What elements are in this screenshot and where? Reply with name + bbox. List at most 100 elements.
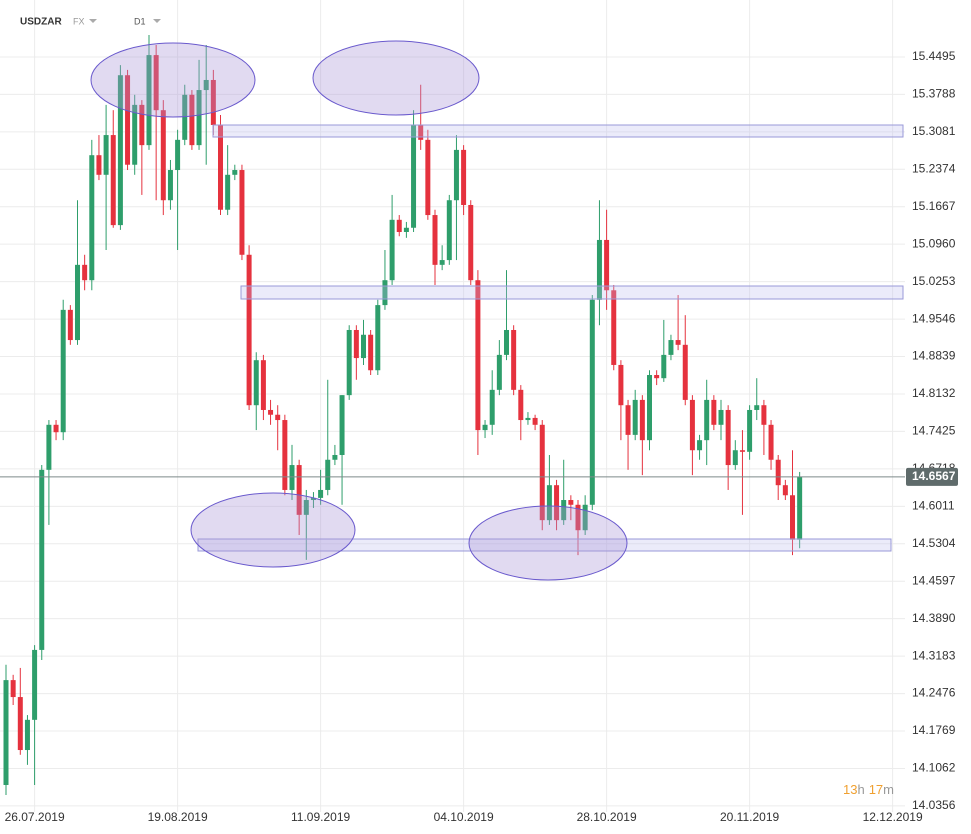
- x-tick-label: 26.07.2019: [5, 810, 65, 824]
- candle-body: [675, 340, 681, 345]
- candle-body: [589, 299, 595, 505]
- candle-body: [60, 309, 66, 433]
- candle-body: [361, 334, 366, 359]
- candle-body: [139, 104, 145, 146]
- candle-body: [239, 170, 245, 255]
- candle-body: [668, 340, 674, 355]
- candle-body: [432, 215, 438, 265]
- candle-body: [418, 125, 424, 140]
- candle-body: [689, 399, 695, 451]
- candle-body: [82, 264, 88, 281]
- candle-body: [739, 450, 745, 452]
- candle-body: [775, 459, 781, 486]
- y-tick-label: 15.3081: [912, 124, 956, 138]
- candle-body: [332, 454, 338, 460]
- candle-body: [732, 450, 738, 466]
- countdown-hours: 13: [843, 782, 857, 797]
- candle-body: [561, 500, 567, 521]
- candle-body: [654, 375, 660, 379]
- candle-body: [554, 485, 560, 521]
- candle-body: [225, 174, 231, 210]
- candle-body: [232, 170, 238, 175]
- interval[interactable]: D1: [134, 16, 146, 26]
- candle-body: [196, 90, 202, 146]
- candle-body: [747, 409, 753, 452]
- candle-body: [375, 305, 381, 371]
- candle-body: [296, 465, 302, 515]
- candle-body: [153, 55, 159, 111]
- candle-body: [790, 495, 795, 540]
- candle-body: [482, 424, 488, 431]
- y-tick-label: 14.1769: [912, 723, 956, 737]
- candle-body: [725, 409, 731, 466]
- candle-body: [289, 465, 295, 490]
- y-tick-label: 15.3788: [912, 87, 956, 101]
- candle-body: [475, 280, 481, 431]
- market-dropdown[interactable]: [89, 19, 97, 23]
- candle-body: [318, 489, 324, 498]
- candle-body: [368, 334, 374, 371]
- candle-body: [175, 139, 181, 171]
- candle-body: [532, 417, 538, 425]
- candle-body: [310, 497, 316, 501]
- candle-body: [210, 79, 216, 126]
- x-tick-label: 11.09.2019: [291, 810, 350, 824]
- annotations: [90, 40, 904, 581]
- y-tick-label: 15.0960: [912, 236, 956, 250]
- candle-body: [754, 405, 760, 410]
- candles: [3, 34, 803, 796]
- countdown-minutes: 17: [869, 782, 883, 797]
- y-tick-label: 14.6011: [912, 498, 955, 512]
- symbol[interactable]: USDZAR: [20, 17, 62, 28]
- y-tick-label: 15.0253: [912, 274, 956, 288]
- candle-body: [439, 260, 445, 265]
- y-tick-label: 14.8839: [912, 349, 956, 363]
- candle-body: [718, 409, 724, 425]
- candle-body: [353, 329, 359, 359]
- candle-body: [396, 219, 402, 232]
- candle-body: [146, 55, 152, 146]
- last-price-label: 14.6567: [912, 469, 956, 483]
- y-tick-label: 15.4495: [912, 49, 956, 63]
- y-tick-label: 14.9546: [912, 311, 956, 325]
- candle-body: [167, 170, 173, 201]
- candle-body: [189, 94, 195, 146]
- candle-body: [125, 75, 131, 165]
- highlight-ellipse: [312, 40, 480, 116]
- candle-body: [218, 125, 223, 210]
- interval-dropdown[interactable]: [153, 19, 161, 23]
- y-tick-label: 14.3183: [912, 648, 956, 662]
- y-tick-label: 14.0356: [912, 798, 956, 812]
- y-tick-label: 14.3890: [912, 611, 956, 625]
- market: FX: [73, 16, 85, 26]
- candle-body: [611, 290, 617, 365]
- y-tick-label: 14.5304: [912, 536, 956, 550]
- candle-body: [761, 405, 767, 425]
- candle-body: [453, 149, 459, 201]
- candle-body: [461, 149, 467, 205]
- candle-body: [89, 155, 95, 281]
- candle-body: [268, 409, 274, 415]
- x-tick-label: 04.10.2019: [434, 810, 494, 824]
- candle-body: [346, 329, 352, 396]
- candle-body: [604, 239, 610, 291]
- candle-body: [768, 424, 774, 460]
- candle-body: [32, 649, 38, 720]
- candle-body: [539, 424, 545, 521]
- highlight-ellipse: [190, 492, 356, 568]
- candle-body: [596, 239, 602, 300]
- candle-body: [782, 485, 788, 496]
- candle-body: [546, 485, 552, 521]
- candle-body: [282, 420, 288, 490]
- labels: 15.4495 15.3788 15.3081 15.2374 15.1667 15.09…: [0, 49, 958, 824]
- y-tick-label: 14.7425: [912, 424, 956, 438]
- candle-body: [132, 104, 138, 165]
- candle-body: [661, 354, 667, 379]
- candle-body: [339, 395, 345, 455]
- candle-body: [96, 155, 102, 175]
- candle-body: [582, 504, 588, 531]
- candle-body: [117, 75, 123, 226]
- candle-body: [639, 399, 645, 441]
